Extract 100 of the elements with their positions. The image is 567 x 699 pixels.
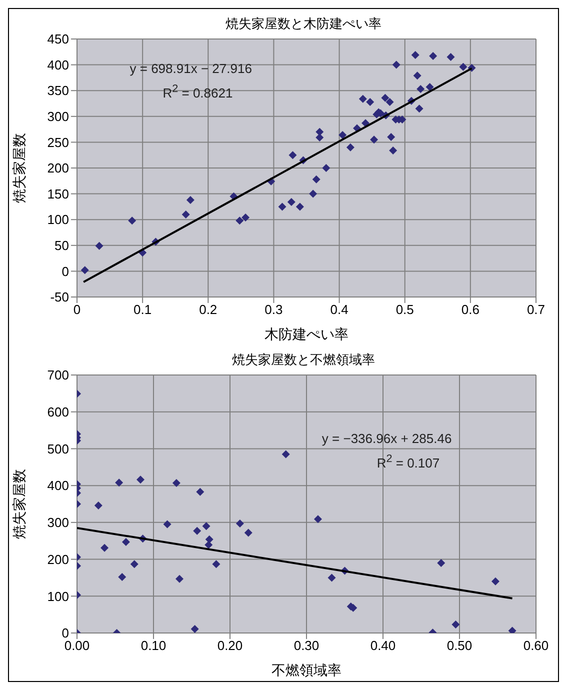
y-tick-label: 500	[47, 441, 69, 456]
x-tick-label: 0.50	[446, 638, 472, 654]
point	[366, 98, 374, 106]
point	[94, 501, 102, 510]
point	[437, 558, 446, 567]
point	[95, 242, 104, 250]
x-tick-label: 0.20	[217, 638, 243, 654]
y-tick-label: 600	[47, 404, 69, 420]
point	[459, 62, 468, 71]
x-tick-label: 0.10	[140, 638, 166, 654]
annotation: y = −336.96x + 285.46	[322, 431, 452, 446]
y-tick-label: 250	[47, 134, 69, 150]
x-tick-label: 0.5	[396, 302, 414, 318]
x-tick-label: 0.4	[330, 302, 348, 318]
y-tick-label: -50	[50, 290, 69, 305]
point	[392, 60, 400, 69]
point	[130, 560, 138, 568]
point	[288, 151, 297, 160]
point	[387, 133, 396, 142]
y-axis-title: 焼失家屋数	[10, 469, 27, 539]
point	[389, 146, 398, 154]
point	[136, 476, 144, 484]
point	[411, 50, 420, 59]
point	[115, 478, 124, 487]
y-tick-label: 0	[62, 626, 69, 641]
x-tick-label: 0.2	[199, 302, 218, 318]
point	[316, 134, 324, 142]
point	[328, 574, 336, 582]
point	[358, 94, 367, 103]
x-tick-label: 0.7	[526, 302, 546, 318]
y-tick-label: 0	[62, 264, 69, 279]
point	[122, 538, 130, 546]
point	[193, 526, 202, 535]
point	[196, 488, 204, 496]
annotation: R$^{2}$ = 0.8621	[162, 83, 233, 100]
point	[413, 72, 422, 80]
point	[128, 216, 136, 225]
point	[452, 620, 460, 629]
point	[314, 515, 322, 524]
x-tick-label: 0.00	[64, 638, 90, 654]
x-tick-label: 0.30	[294, 638, 320, 654]
y-tick-label: 150	[47, 186, 69, 202]
y-tick-label: 450	[47, 32, 69, 47]
y-tick-label: 350	[47, 83, 69, 98]
point	[296, 202, 304, 211]
point	[309, 190, 318, 198]
point	[386, 98, 394, 106]
chart-title: 焼失家屋数と不燃領域率	[231, 351, 376, 369]
x-tick-label: 0.6	[461, 302, 480, 318]
chart-title: 焼失家屋数と木防建ぺい率	[224, 15, 382, 33]
point	[202, 522, 210, 530]
point	[429, 52, 438, 60]
point	[362, 119, 370, 128]
x-tick-label: 0.60	[523, 638, 549, 654]
point	[80, 266, 89, 274]
point	[172, 478, 180, 487]
point	[346, 143, 354, 152]
point	[182, 210, 190, 218]
x-axis-title: 木防建ぺい率	[264, 326, 348, 342]
point	[370, 136, 378, 144]
x-tick-label: 0	[73, 302, 81, 318]
x-tick-label: 0.40	[370, 638, 396, 654]
point	[491, 577, 500, 586]
point	[287, 198, 296, 206]
point	[163, 520, 172, 528]
point	[282, 450, 290, 458]
point	[236, 216, 244, 225]
annotation: y = 698.91x − 27.916	[130, 61, 252, 76]
y-tick-label: 100	[47, 588, 69, 604]
y-tick-label: 700	[47, 368, 69, 383]
point	[381, 94, 390, 102]
point	[416, 85, 425, 94]
point	[242, 214, 250, 222]
y-tick-label: 300	[47, 515, 69, 530]
point	[100, 544, 109, 552]
x-axis-title: 不燃領域率	[272, 662, 342, 678]
point	[244, 528, 252, 537]
point	[176, 574, 184, 583]
point	[278, 202, 286, 211]
point	[316, 128, 324, 136]
y-tick-label: 200	[47, 552, 69, 567]
annotation: R$^{2}$ = 0.107	[376, 453, 440, 470]
point	[186, 196, 194, 204]
point	[190, 624, 199, 633]
y-axis-title: 焼失家屋数	[10, 133, 27, 203]
point	[415, 104, 424, 113]
point	[508, 626, 516, 633]
point	[118, 572, 126, 581]
point	[204, 540, 213, 549]
y-tick-label: 300	[47, 109, 69, 124]
y-tick-label: 50	[54, 238, 69, 254]
point	[426, 82, 434, 91]
point	[322, 164, 330, 172]
y-tick-label: 100	[47, 212, 69, 228]
y-tick-label: 400	[47, 57, 69, 72]
y-tick-label: 200	[47, 160, 69, 176]
x-tick-label: 0.3	[264, 302, 283, 318]
point	[212, 560, 220, 568]
point	[236, 520, 244, 528]
y-tick-label: 400	[47, 478, 69, 494]
